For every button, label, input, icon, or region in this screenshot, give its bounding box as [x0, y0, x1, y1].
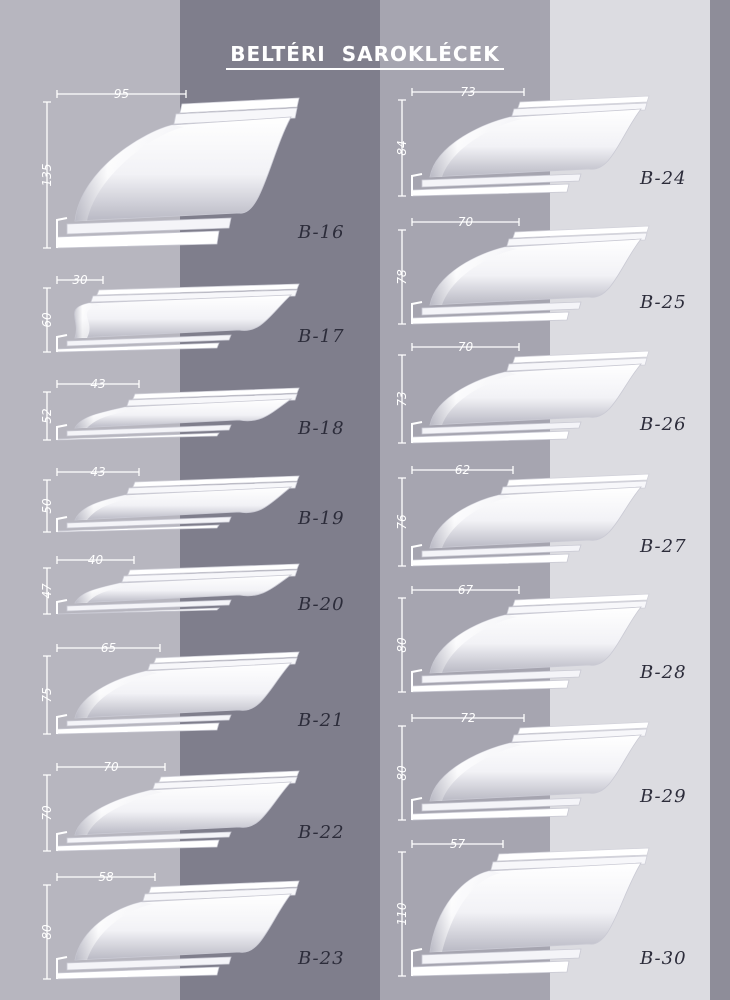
profile-b-28: 80 67: [390, 578, 655, 696]
profile-b-24: 84 73: [390, 80, 655, 200]
profile-drawing: 73 70: [395, 340, 650, 444]
profile-drawing: 135 95: [40, 87, 300, 249]
profile-code-label: B-29: [640, 786, 687, 807]
width-dimension: 57: [450, 837, 466, 851]
width-dimension: 43: [90, 377, 105, 391]
profile-drawing: 78 70: [395, 215, 650, 325]
height-dimension: 75: [40, 687, 54, 702]
profile-drawing: 60 30: [40, 273, 300, 353]
profile-code-label: B-18: [298, 418, 345, 439]
width-dimension: 58: [98, 870, 114, 884]
profile-drawing: 50 43: [40, 465, 300, 533]
profile-drawing: 80 72: [395, 711, 650, 821]
profile-code-label: B-24: [640, 168, 687, 189]
profile-drawing: 110 57: [395, 837, 650, 977]
profile-code-label: B-16: [298, 222, 345, 243]
width-dimension: 67: [458, 583, 474, 597]
profile-b-30: 110 57: [390, 832, 655, 980]
height-dimension: 60: [40, 312, 54, 328]
height-dimension: 80: [395, 637, 409, 653]
width-dimension: 40: [88, 553, 104, 567]
profile-drawing: 80 67: [395, 583, 650, 693]
width-dimension: 73: [460, 85, 475, 99]
width-dimension: 70: [103, 760, 119, 774]
profile-code-label: B-20: [298, 594, 345, 615]
profile-drawing: 84 73: [395, 85, 650, 197]
profile-b-25: 78 70: [390, 210, 655, 328]
height-dimension: 50: [40, 498, 54, 514]
profile-b-16: 135 95: [35, 82, 305, 252]
height-dimension: 70: [40, 805, 54, 821]
profile-b-20: 47 40: [35, 548, 305, 618]
profile-drawing: 52 43: [40, 377, 300, 441]
width-dimension: 65: [101, 641, 116, 655]
height-dimension: 73: [395, 391, 409, 406]
profile-drawing: 76 62: [395, 463, 650, 567]
width-dimension: 62: [455, 463, 470, 477]
profile-b-22: 70 70: [35, 755, 305, 855]
width-dimension: 70: [458, 215, 474, 229]
profile-code-label: B-26: [640, 414, 687, 435]
profile-code-label: B-19: [298, 508, 345, 529]
height-dimension: 80: [40, 924, 54, 940]
height-dimension: 135: [40, 164, 54, 187]
height-dimension: 52: [40, 408, 54, 423]
height-dimension: 84: [395, 140, 409, 155]
width-dimension: 30: [72, 273, 88, 287]
profile-code-label: B-28: [640, 662, 687, 683]
background-band-edge: [710, 0, 730, 1000]
profile-code-label: B-22: [298, 822, 345, 843]
profile-b-29: 80 72: [390, 706, 655, 824]
profile-drawing: 75 65: [40, 641, 300, 735]
height-dimension: 78: [395, 269, 409, 285]
profile-code-label: B-23: [298, 948, 345, 969]
profile-code-label: B-27: [640, 536, 687, 557]
profile-drawing: 80 58: [40, 870, 300, 980]
profile-b-18: 52 43: [35, 372, 305, 444]
profile-drawing: 70 70: [40, 760, 300, 852]
profile-code-label: B-30: [640, 948, 687, 969]
profile-b-23: 80 58: [35, 865, 305, 983]
height-dimension: 110: [395, 902, 409, 925]
width-dimension: 95: [114, 87, 129, 101]
profile-b-17: 60 30: [35, 268, 305, 356]
width-dimension: 70: [458, 340, 474, 354]
profile-b-27: 76 62: [390, 458, 655, 570]
profile-code-label: B-25: [640, 292, 687, 313]
height-dimension: 76: [395, 514, 409, 530]
profile-code-label: B-21: [298, 710, 345, 731]
page-title: BELTÉRI SAROKLÉCEK: [0, 42, 730, 70]
height-dimension: 80: [395, 765, 409, 781]
profile-b-26: 73 70: [390, 335, 655, 447]
profile-code-label: B-17: [298, 326, 345, 347]
width-dimension: 72: [460, 711, 475, 725]
profile-drawing: 47 40: [40, 553, 300, 615]
profile-b-19: 50 43: [35, 460, 305, 536]
height-dimension: 47: [40, 583, 54, 599]
width-dimension: 43: [90, 465, 105, 479]
profile-b-21: 75 65: [35, 636, 305, 738]
